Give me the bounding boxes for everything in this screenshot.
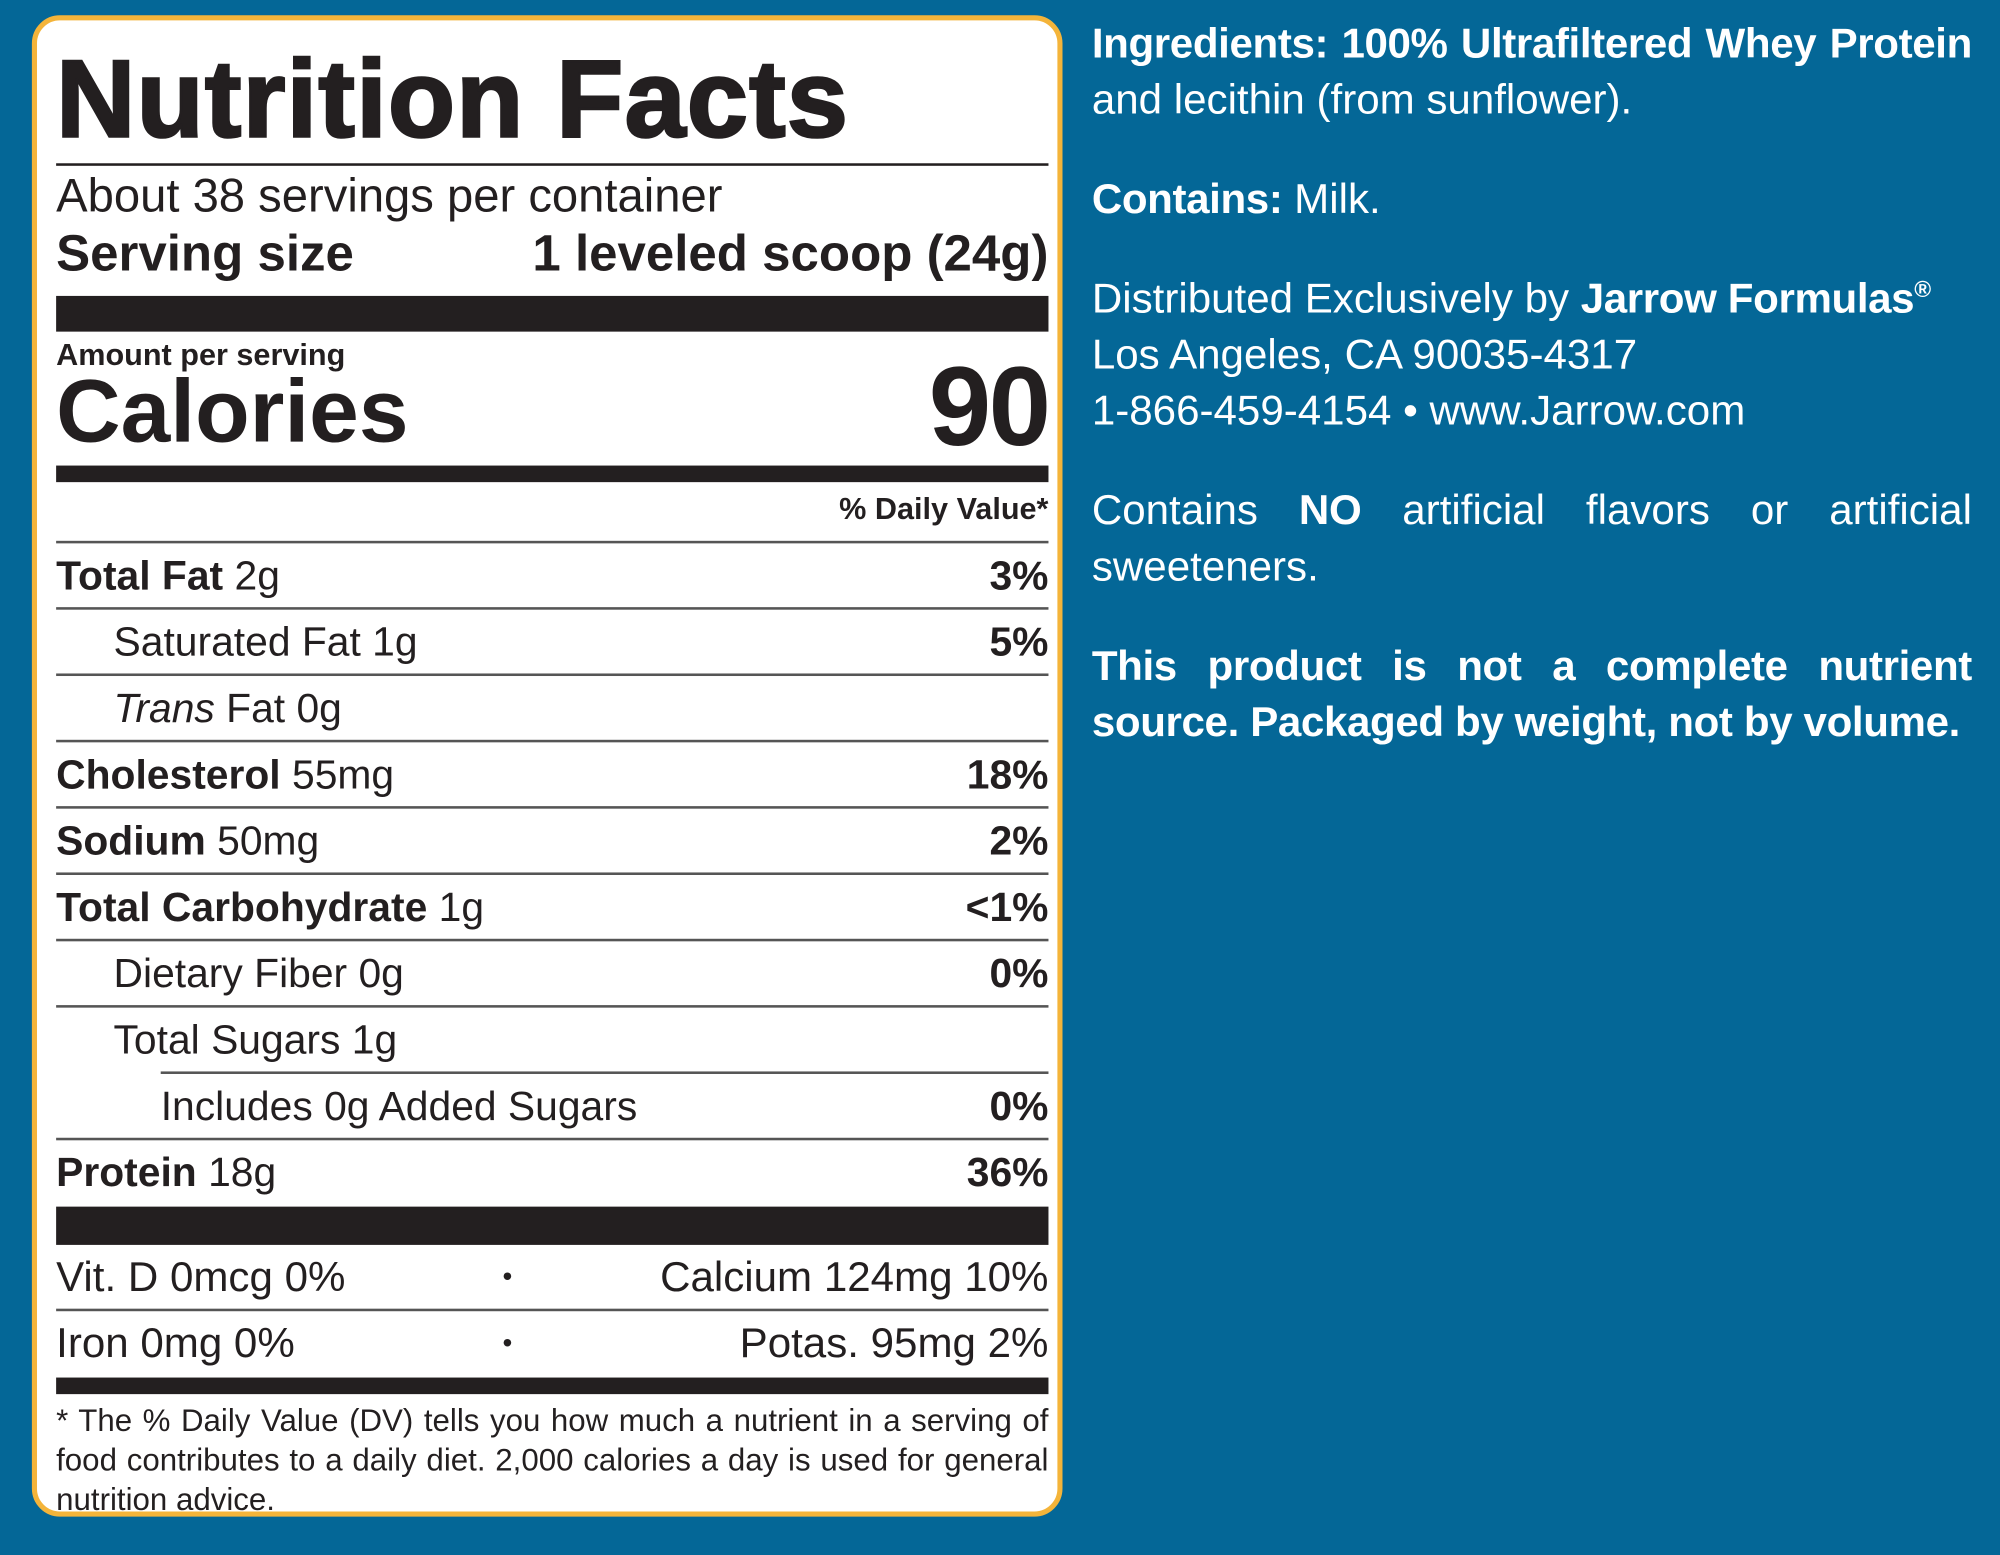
nutrient-name: Protein 18g — [56, 1149, 276, 1196]
thick-bar — [56, 1206, 1049, 1245]
vitamin-row: Vit. D 0mcg 0% • Calcium 124mg 10% — [56, 1245, 1048, 1309]
nutrient-name: Total Sugars 1g — [56, 1015, 398, 1063]
info-text: 1-866-459-4154 • www.Jarrow.com — [1091, 386, 1746, 434]
serving-size-label: Serving size — [56, 225, 354, 282]
info-text: artificial flavors or artificial sweeten… — [1091, 485, 1972, 590]
calories-label: Calories — [56, 360, 409, 461]
info-text: Distributed Exclusively by — [1091, 274, 1581, 322]
nutrient-dv: 0% — [989, 949, 1049, 996]
info-panel: Ingredients: 100% Ultrafiltered Whey Pro… — [1092, 15, 1972, 793]
nutrient-label: Sodium — [56, 816, 206, 863]
thick-bar — [56, 295, 1049, 332]
nutrition-label: Nutrition Facts About 38 servings per con… — [31, 15, 1063, 1518]
nutrient-name: Total Carbohydrate 1g — [56, 883, 484, 930]
info-text: This product is not a complete nutrient … — [1091, 641, 1972, 745]
info-text: Jarrow Formulas — [1580, 274, 1915, 322]
nutrient-row: Cholesterol 55mg 18% — [56, 739, 1049, 806]
servings: About 38 servings per container — [56, 169, 723, 222]
vitamin-row: Iron 0mg 0% • Potas. 95mg 2% — [56, 1308, 1049, 1375]
nutrient-label: Saturated Fat 1g — [113, 617, 418, 664]
nutrient-name: Includes 0g Added Sugars — [161, 1082, 638, 1129]
footnote: * The % Daily Value (DV) tells you how m… — [56, 1404, 1049, 1518]
nutrition-content: Nutrition Facts About 38 servings per con… — [55, 20, 1051, 1520]
nutrient-label: Protein — [56, 1148, 197, 1195]
info-text: Milk. — [1282, 174, 1381, 222]
serving-size-value: 1 leveled scoop (24g) — [532, 225, 1049, 282]
nutrient-label: Fat 0g — [226, 684, 342, 731]
info-text: Los Angeles, CA 90035-4317 — [1091, 330, 1638, 378]
nutrient-row: Dietary Fiber 0g 0% — [56, 938, 1049, 1005]
nutrient-dv: 0% — [989, 1082, 1049, 1129]
calories-value: 90 — [928, 343, 1051, 470]
calories: Calories 90 — [56, 350, 1051, 462]
info-paragraph: Contains: Milk. — [1092, 171, 1972, 227]
nutrient-name: Sodium 50mg — [56, 817, 319, 864]
nutrient-amount: 50mg — [217, 816, 320, 863]
nutrient-label: Includes 0g Added Sugars — [160, 1082, 638, 1129]
nutrient-row: Total Carbohydrate 1g <1% — [56, 872, 1049, 938]
nutrient-amount: 55mg — [291, 750, 395, 797]
info-paragraph: This product is not a complete nutrient … — [1092, 638, 1972, 750]
nutrient-row: Trans Fat 0g — [56, 673, 1049, 739]
nutrient-name-italic: Trans — [113, 684, 215, 731]
nutrient-label: Total Carbohydrate — [56, 883, 428, 930]
vitamin: Potas. 95mg 2% — [739, 1318, 1049, 1367]
daily-value-header: % Daily Value* — [839, 492, 1049, 527]
nutrient-row: Includes 0g Added Sugars 0% — [160, 1071, 1049, 1137]
nutrient-name: Total Fat 2g — [56, 552, 280, 599]
amount-per-serving: Amount per serving — [56, 338, 346, 373]
nutrient-label: Cholesterol — [56, 750, 281, 797]
nutrient-label: Dietary Fiber 0g — [113, 949, 404, 996]
vitamin: Vit. D 0mcg 0% — [56, 1252, 346, 1300]
nutrient-row: Sodium 50mg 2% — [56, 806, 1049, 872]
nutrient-name: Cholesterol 55mg — [56, 751, 394, 798]
serving-size: Serving size 1 leveled scoop (24g) — [56, 224, 1048, 283]
nutrient-row: Protein 18g 36% — [56, 1137, 1049, 1204]
info-paragraph: Distributed Exclusively by Jarrow Formul… — [1092, 270, 1972, 438]
nutrient-amount: 1g — [438, 883, 485, 930]
medium-bar — [56, 465, 1049, 483]
nutrient-name: Trans Fat 0g — [56, 684, 342, 731]
nutrient-dv: 36% — [966, 1148, 1049, 1195]
info-text: Ingredients: 100% Ultrafiltered Whey Pro… — [1091, 19, 1972, 67]
info-paragraph: Ingredients: 100% Ultrafiltered Whey Pro… — [1092, 15, 1972, 127]
separator: • — [502, 1260, 513, 1293]
info-text: NO — [1298, 485, 1362, 534]
title: Nutrition Facts — [55, 36, 1049, 166]
nutrient-name: Saturated Fat 1g — [56, 617, 418, 665]
nutrient-dv: 5% — [989, 617, 1049, 664]
nutrient-dv: 2% — [989, 816, 1049, 863]
nutrient-label: Total Sugars 1g — [113, 1015, 398, 1062]
vitamin: Calcium 124mg 10% — [660, 1252, 1049, 1300]
vitamin: Iron 0mg 0% — [56, 1318, 295, 1367]
info-text: ® — [1914, 276, 1932, 303]
nutrient-amount: 2g — [234, 551, 280, 598]
nutrient-row: Total Fat 2g 3% — [56, 540, 1049, 607]
info-text: Contains — [1091, 485, 1299, 534]
nutrient-dv: 18% — [966, 750, 1049, 797]
nutrient-name: Dietary Fiber 0g — [56, 950, 404, 997]
separator: • — [502, 1326, 513, 1359]
nutrient-dv: 3% — [989, 551, 1049, 598]
nutrient-amount: 18g — [208, 1148, 277, 1195]
info-paragraph: Contains NO artificial flavors or artifi… — [1092, 482, 1972, 594]
nutrient-row: Saturated Fat 1g 5% — [56, 607, 1049, 673]
nutrient-dv: <1% — [965, 883, 1049, 930]
info-text: and lecithin (from sunflower). — [1091, 75, 1633, 123]
info-text: Contains: — [1091, 174, 1283, 222]
nutrient-label: Total Fat — [56, 551, 224, 598]
medium-bar — [56, 1377, 1049, 1395]
nutrient-row: Total Sugars 1g — [56, 1005, 1049, 1071]
